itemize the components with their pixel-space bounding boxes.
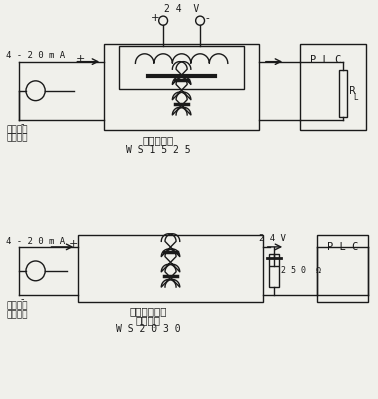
- Text: 2 5 0  Ω: 2 5 0 Ω: [281, 266, 321, 275]
- Text: 制变送器: 制变送器: [6, 310, 28, 319]
- Text: 2 4  V: 2 4 V: [164, 4, 199, 14]
- Bar: [339, 70, 347, 117]
- Text: 2 4 V: 2 4 V: [259, 234, 286, 243]
- Bar: [300, 44, 366, 130]
- Text: W S 1 5 2 5: W S 1 5 2 5: [126, 145, 191, 155]
- Text: +: +: [69, 239, 78, 249]
- Text: -: -: [21, 119, 24, 129]
- Text: W S 2 0 3 0: W S 2 0 3 0: [116, 324, 181, 334]
- Text: 4 - 2 0 m A: 4 - 2 0 m A: [6, 237, 65, 246]
- Bar: [269, 253, 279, 287]
- Text: -: -: [21, 294, 24, 304]
- Text: 现场二线: 现场二线: [6, 301, 28, 310]
- Text: 制变送器: 制变送器: [6, 134, 28, 143]
- Bar: [78, 235, 263, 302]
- Text: 现场二线: 现场二线: [6, 125, 28, 134]
- Text: R: R: [349, 87, 356, 97]
- Bar: [104, 44, 259, 130]
- Text: P L C: P L C: [310, 55, 341, 65]
- Text: 4 - 2 0 m A: 4 - 2 0 m A: [6, 51, 65, 60]
- Text: L: L: [353, 93, 357, 102]
- Text: 的隔离器: 的隔离器: [136, 315, 161, 325]
- Text: P L C: P L C: [327, 242, 358, 252]
- Text: -: -: [206, 13, 209, 24]
- Text: +: +: [76, 53, 86, 63]
- Bar: [316, 235, 368, 302]
- Text: 隔离配电器: 隔离配电器: [143, 135, 174, 145]
- Text: +: +: [152, 13, 160, 24]
- Text: 带有电源传送: 带有电源传送: [130, 306, 167, 316]
- Bar: [119, 46, 245, 89]
